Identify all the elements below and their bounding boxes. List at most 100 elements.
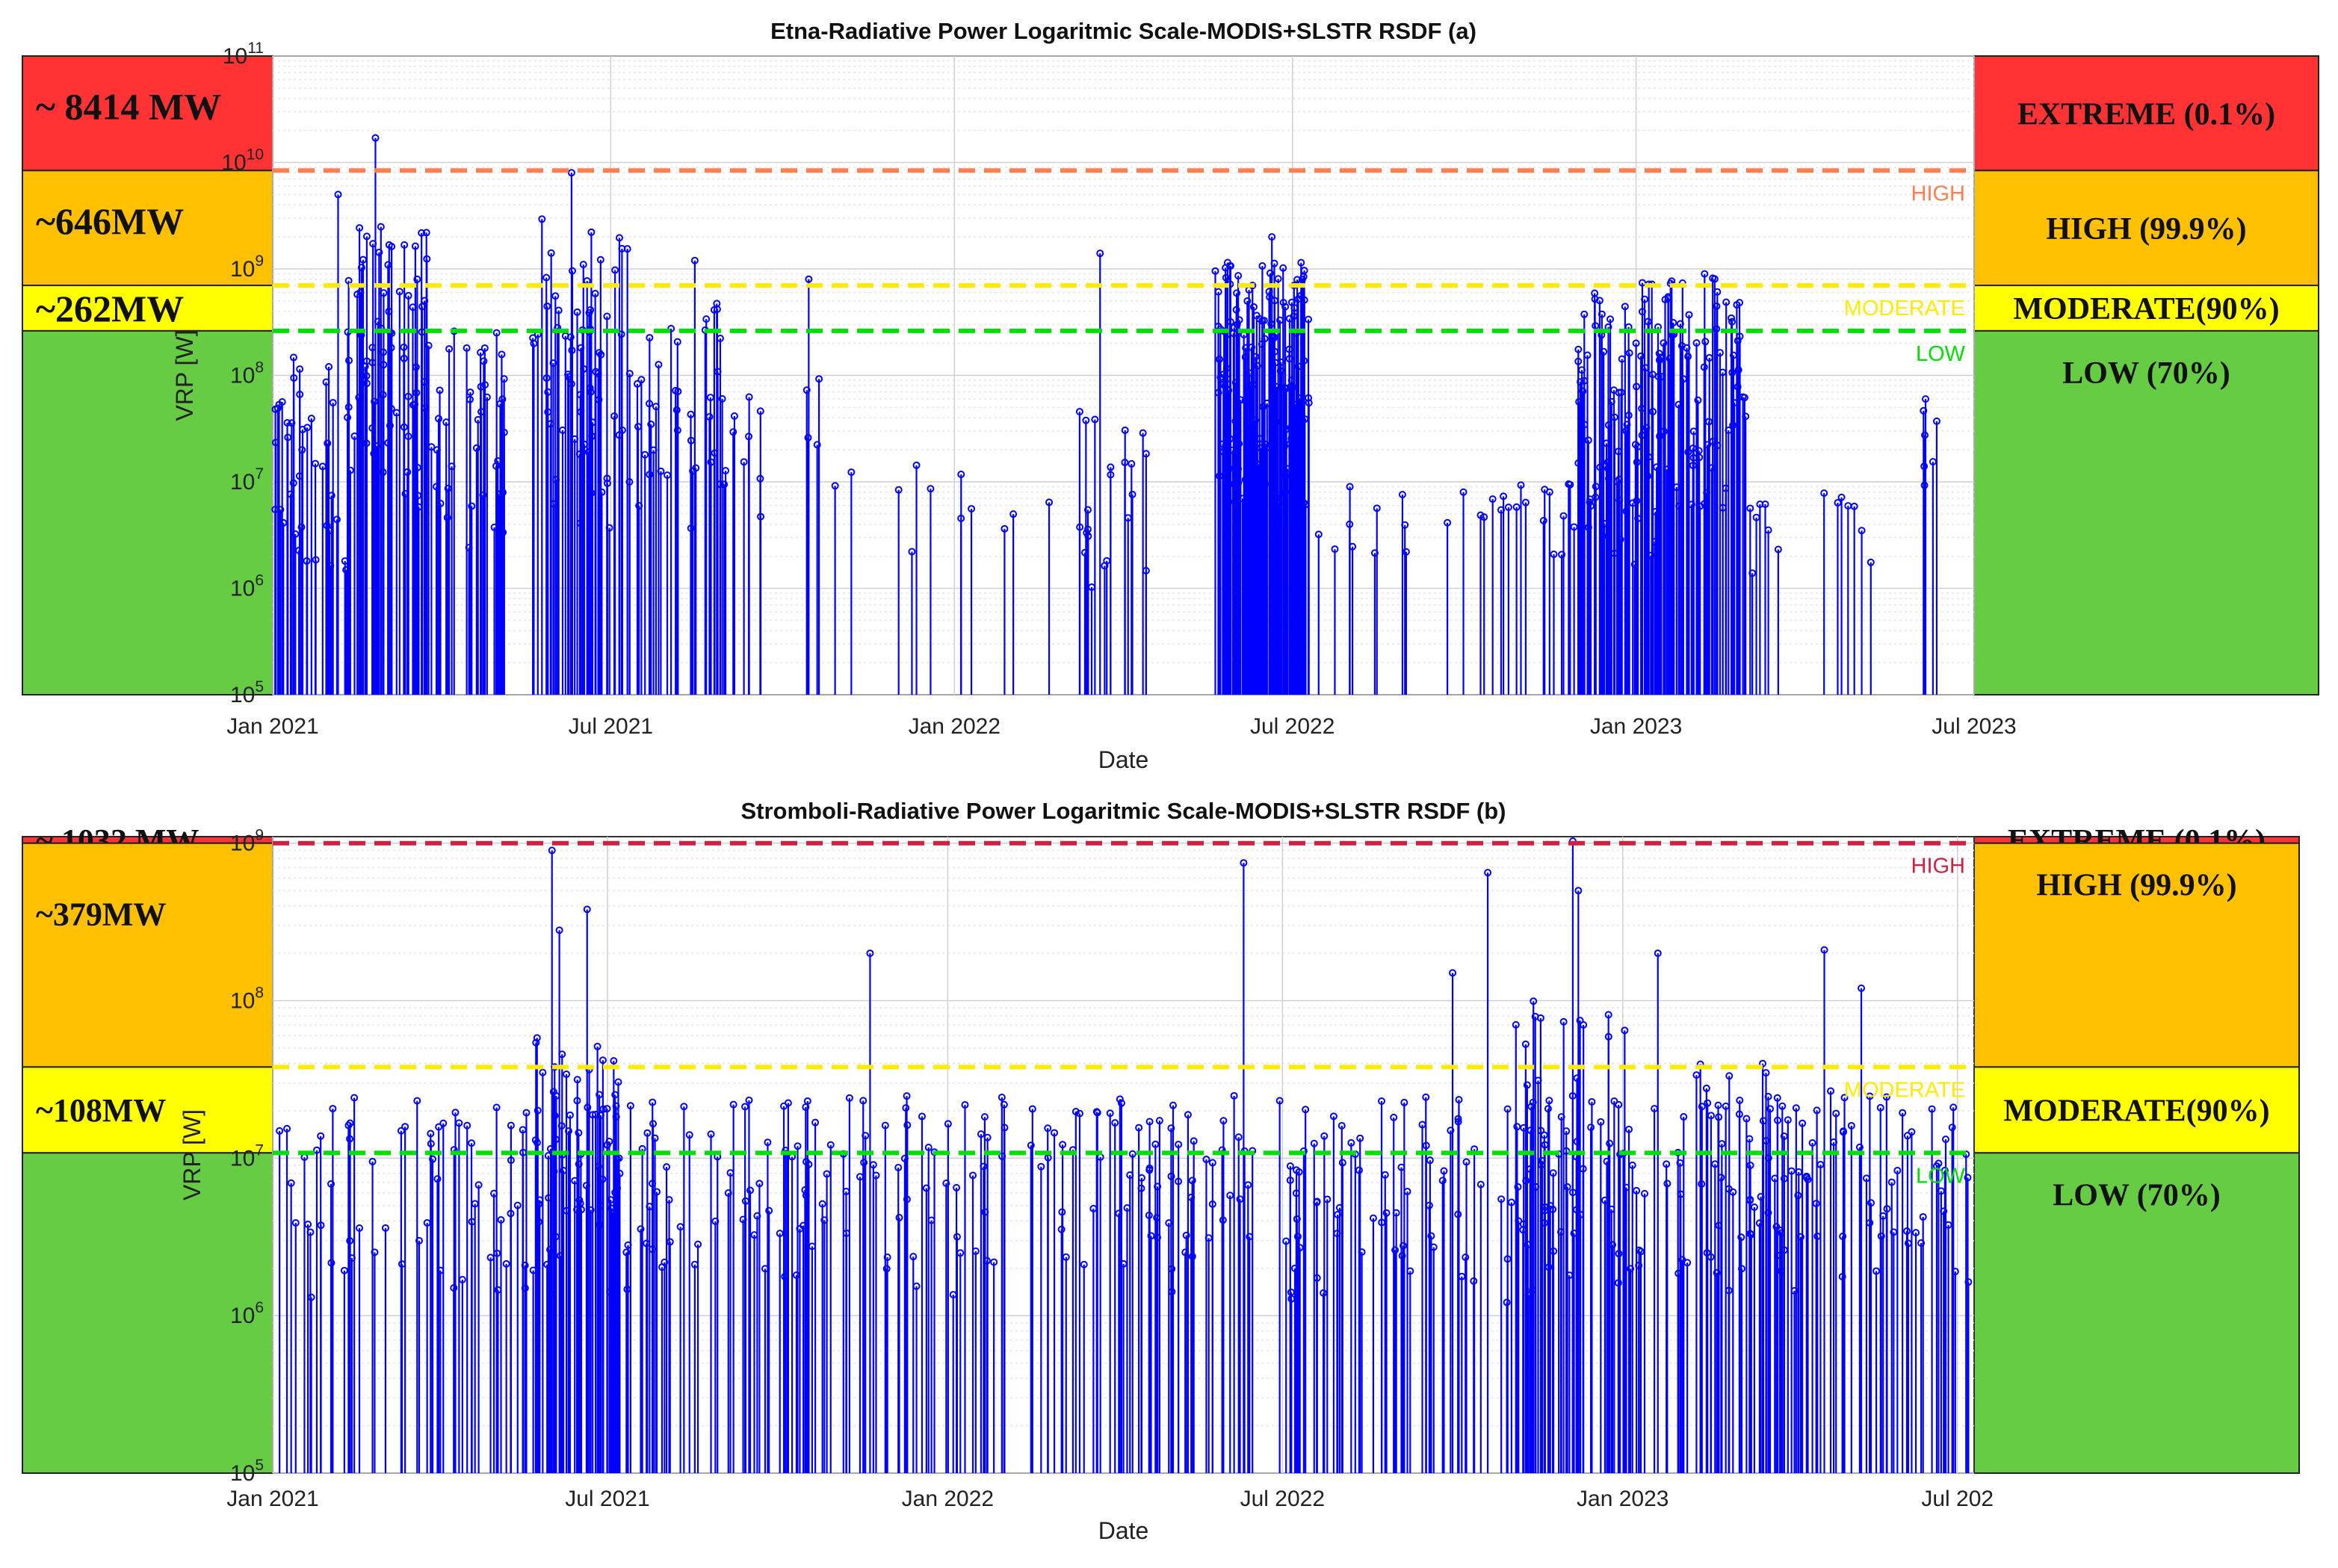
threshold-label-low: LOW <box>1916 1164 1966 1188</box>
stem-marker <box>1062 1253 1070 1261</box>
stem-marker <box>1698 1103 1706 1111</box>
stem-marker <box>1940 1166 1949 1174</box>
stem-marker <box>718 394 726 403</box>
stem-marker <box>980 1113 989 1121</box>
stem-marker <box>566 333 575 341</box>
stem-marker <box>1703 1249 1711 1257</box>
stem-marker <box>1951 1268 1959 1276</box>
x-tick-label: Jan 2021 <box>226 714 318 739</box>
stem-marker <box>1844 502 1852 510</box>
stem-marker <box>722 467 730 475</box>
stem-marker <box>595 349 603 357</box>
x-tick-label: Jul 2022 <box>1250 714 1335 739</box>
stem-marker <box>784 1099 792 1107</box>
stem-marker <box>480 344 489 352</box>
stem-marker <box>1941 1135 1949 1144</box>
stem-marker <box>1208 1159 1216 1167</box>
stem-marker <box>1356 1134 1364 1142</box>
stem-marker <box>1602 439 1610 447</box>
stem-marker <box>401 1123 409 1131</box>
stem-marker <box>1677 1190 1685 1198</box>
threshold-label-high: HIGH <box>1911 855 1966 878</box>
stem-marker <box>388 242 396 250</box>
stem-marker <box>1948 1124 1956 1132</box>
stem-marker <box>1745 1135 1754 1143</box>
stem-marker <box>550 1168 558 1176</box>
peak-stem-marker <box>1449 969 1457 977</box>
stem-marker <box>1427 1232 1435 1240</box>
stem-marker <box>329 1105 337 1113</box>
stem-marker <box>350 1094 359 1102</box>
stem-marker <box>1832 1109 1840 1118</box>
stem-marker <box>1733 301 1741 309</box>
stem-marker <box>1027 1141 1035 1150</box>
stem-marker <box>344 403 353 411</box>
stem-marker <box>463 1121 471 1129</box>
y-tick-label: 108 <box>230 985 264 1014</box>
stem-marker <box>1252 312 1261 320</box>
stem-marker <box>1184 1111 1192 1119</box>
stem-marker <box>1216 472 1224 480</box>
stem-marker <box>753 1212 761 1220</box>
stem-marker <box>1867 1199 1875 1207</box>
stem-marker <box>1587 1124 1595 1132</box>
stem-marker <box>1462 1253 1470 1261</box>
y-axis-label: VRP [W] <box>171 329 198 421</box>
stem-marker <box>1707 1112 1715 1120</box>
stem-marker <box>1912 1229 1920 1237</box>
stem-marker <box>1275 316 1284 324</box>
stem-marker <box>1175 1141 1183 1149</box>
stem-marker <box>1588 1097 1596 1106</box>
stem-marker <box>1772 1223 1781 1231</box>
stem-marker <box>1092 1108 1101 1116</box>
stem-marker <box>1780 1132 1788 1140</box>
stem-marker <box>1649 408 1657 416</box>
stem-marker <box>1299 417 1307 425</box>
stem-marker <box>532 1038 540 1047</box>
y-tick-label: 106 <box>230 1299 264 1328</box>
stem-marker <box>1117 1099 1125 1107</box>
stem-marker <box>657 467 665 475</box>
stem-marker <box>1128 459 1136 468</box>
stem-marker <box>1517 481 1525 489</box>
stem-marker <box>1701 270 1709 278</box>
stem-marker <box>818 1200 826 1208</box>
stem-marker <box>1628 1161 1636 1169</box>
stem-marker <box>1595 297 1603 305</box>
stem-marker <box>998 1093 1006 1101</box>
stem-marker <box>1107 471 1115 479</box>
stem-marker <box>1928 1105 1936 1113</box>
stem-marker <box>498 350 506 359</box>
left-band-2 <box>22 285 273 332</box>
stem-marker <box>685 1131 693 1139</box>
stem-marker <box>1454 1210 1462 1218</box>
stem-marker <box>1877 1232 1885 1240</box>
peak-stem-marker <box>866 949 874 958</box>
stem-marker <box>1545 1097 1553 1105</box>
stem-marker <box>435 1123 443 1131</box>
stem-marker <box>1887 1178 1896 1186</box>
stem-marker <box>1320 1132 1329 1140</box>
stem-marker <box>1615 496 1624 504</box>
stem-marker <box>1893 1166 1902 1174</box>
stem-marker <box>1369 1214 1377 1222</box>
stem-marker <box>436 499 445 507</box>
stem-marker <box>1621 303 1629 311</box>
stem-marker <box>1275 1097 1284 1105</box>
left-band-label-2: ~108MW <box>36 1092 166 1129</box>
stem-marker <box>845 1094 853 1102</box>
stem-marker <box>739 1215 747 1224</box>
stem-marker <box>1233 289 1241 297</box>
stem-marker <box>333 515 341 524</box>
grid <box>272 55 1975 695</box>
stem-marker <box>1597 1118 1605 1126</box>
y-axis-label: VRP [W] <box>179 1109 205 1200</box>
right-band-label-3: LOW (70%) <box>2062 356 2230 391</box>
stem-marker <box>386 421 394 430</box>
stem-marker <box>1286 1162 1294 1171</box>
stem-marker <box>1346 520 1354 528</box>
stem-marker <box>1137 1184 1145 1192</box>
stem-marker <box>1222 365 1231 373</box>
stem-marker <box>1075 1109 1083 1118</box>
left-band-1 <box>22 842 273 1068</box>
